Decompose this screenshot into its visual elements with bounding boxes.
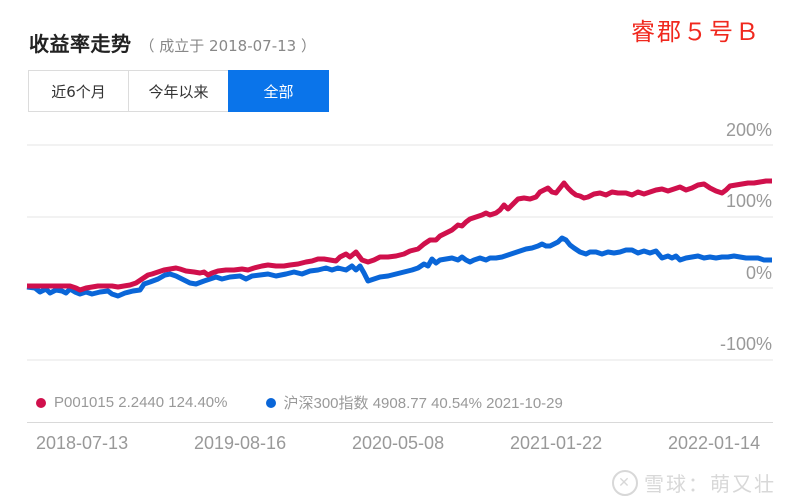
chart-legend: P001015 2.2440 124.40% 沪深300指数 4908.77 4… — [36, 392, 601, 413]
fund-name-label: 睿郡５号Ｂ — [631, 18, 761, 46]
x-tick-label: 2020-05-08 — [352, 433, 445, 453]
legend-fund-text: P001015 2.2440 124.40% — [54, 394, 228, 411]
gridlines — [27, 144, 773, 361]
return-chart: 200% 100% 0% -100% — [0, 120, 800, 440]
chart-title: 收益率走势 — [29, 32, 132, 56]
legend-index-text: 沪深300指数 4908.77 40.54% 2021-10-29 — [283, 395, 563, 412]
fund-line — [27, 178, 772, 293]
y-tick-0: 0% — [745, 263, 772, 283]
x-tick-label: 2018-07-13 — [36, 433, 129, 453]
tab-6-months[interactable]: 近6个月 — [28, 70, 129, 112]
legend-item-index[interactable]: 沪深300指数 4908.77 40.54% 2021-10-29 — [265, 392, 563, 413]
index-line — [26, 235, 772, 299]
chart-header: 收益率走势 （ 成立于 2018-07-13 ） — [29, 28, 316, 57]
dot-icon — [265, 397, 276, 408]
chart-plot — [26, 144, 773, 361]
watermark-text: 雪球：萌又壮 — [644, 472, 776, 496]
x-axis-line — [27, 422, 773, 423]
xueqiu-logo-icon: ✕ — [612, 469, 638, 496]
x-tick-label: 2022-01-14 — [668, 433, 761, 453]
x-tick-label: 2019-08-16 — [194, 433, 287, 453]
watermark: ✕ 雪球：萌又壮 — [612, 468, 776, 497]
tab-ytd[interactable]: 今年以来 — [128, 70, 229, 112]
legend-item-fund[interactable]: P001015 2.2440 124.40% — [36, 394, 228, 411]
x-tick-label: 2021-01-22 — [510, 433, 603, 453]
x-axis-labels: 2018-07-13 2019-08-16 2020-05-08 2021-01… — [0, 433, 800, 457]
y-tick-100: 100% — [725, 191, 772, 211]
tab-all[interactable]: 全部 — [228, 70, 329, 112]
inception-date: （ 成立于 2018-07-13 ） — [139, 37, 316, 55]
period-tabs: 近6个月 今年以来 全部 — [28, 70, 329, 112]
y-tick-200: 200% — [725, 120, 772, 140]
dot-icon — [36, 397, 46, 408]
y-tick-minus-100: -100% — [719, 334, 772, 354]
